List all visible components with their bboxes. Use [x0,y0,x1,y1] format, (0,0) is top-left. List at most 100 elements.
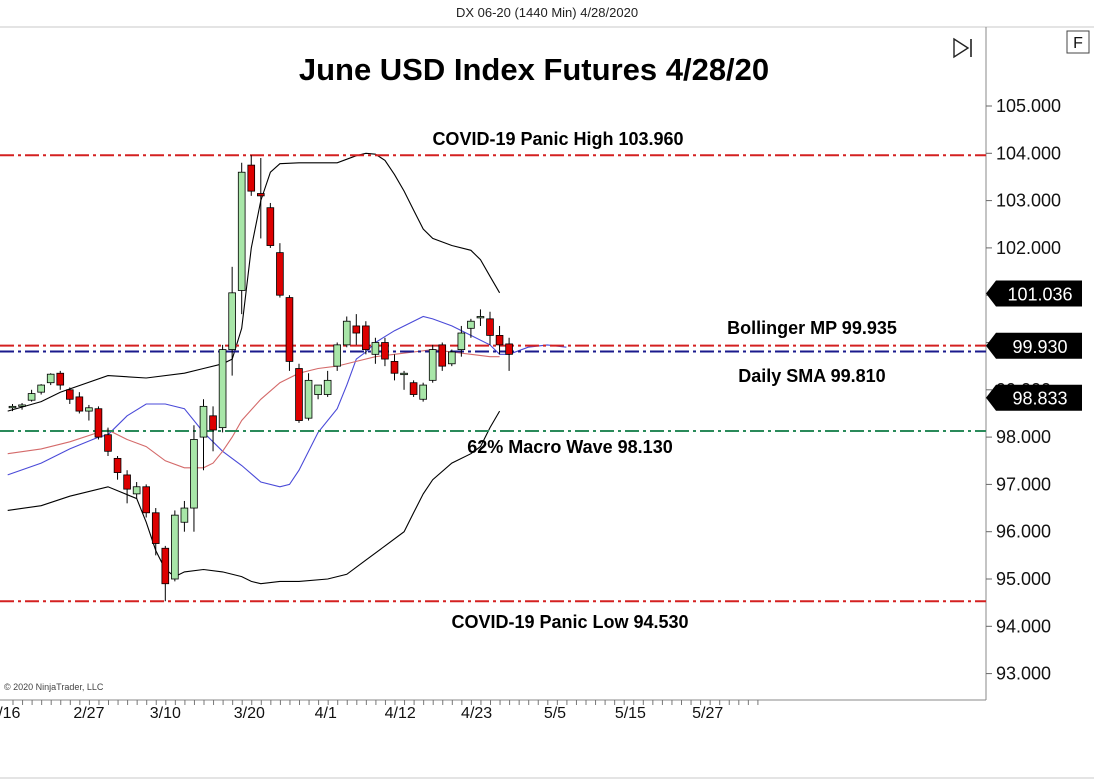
date-tick-label: 5/15 [615,705,646,722]
copyright-text: © 2020 NinjaTrader, LLC [4,682,104,692]
candle-body [400,372,408,376]
macro-wave-label: 62% Macro Wave 98.130 [467,437,672,457]
price-tick-label: 103.000 [996,191,1061,211]
candle-body [486,318,494,336]
scroll-to-end-icon[interactable] [953,37,972,59]
candle-body [323,379,332,395]
candle-body [333,344,341,367]
candle-body [247,164,256,192]
candle-body [171,514,179,580]
price-tick-label: 98.000 [996,427,1051,447]
candle-body [276,252,284,296]
date-tick-label: 4/12 [385,705,416,722]
price-flag-label: 98.833 [1012,389,1067,409]
candle-body [190,439,198,509]
candle-body [419,384,427,400]
panic-low-label: COVID-19 Panic Low 94.530 [451,612,688,632]
candle-body [467,320,475,329]
panel-button-label: F [1073,35,1083,52]
candle-body [104,434,112,452]
candle-body [362,325,370,350]
candle-body [56,372,65,386]
candle-body [209,415,217,431]
candle-body [256,193,265,197]
candle-body [228,292,236,350]
candle-body [66,389,74,400]
candle-body [381,342,389,360]
price-tick-label: 97.000 [996,474,1051,494]
candle-body [295,368,303,421]
candle-body [314,384,322,395]
bollinger-lower-line [7,410,501,585]
candle-body [151,512,160,544]
candle-body [390,361,399,374]
candle-body [438,344,447,367]
price-flag-box [986,384,1082,411]
candle-body [285,297,294,362]
candle-body [94,408,103,438]
candle-body [113,457,122,473]
candle-body [199,405,208,438]
price-tick-label: 104.000 [996,143,1061,163]
bollinger-mid-line [7,315,567,488]
date-tick-label: 3/10 [150,705,181,722]
candle-body [218,349,227,429]
candle-body [161,547,170,585]
price-flags-layer: 101.036 99.930 98.833 [986,280,1082,411]
candle-body [37,384,45,393]
price-tick-label: 96.000 [996,522,1051,542]
candle-body [46,373,55,384]
candle-body [8,405,17,409]
bollinger-mp-label: Bollinger MP 99.935 [727,318,897,338]
chart-header: DX 06-20 (1440 Min) 4/28/2020 [455,5,639,20]
date-tick-label: 2/27 [73,705,104,722]
candle-body [142,486,151,514]
candle-body [505,343,513,355]
level-lines-layer [0,154,986,603]
price-tick-label: 93.000 [996,664,1051,684]
price-tick-label: 105.000 [996,96,1061,116]
candle-body [180,507,189,523]
date-tick-label: 3/20 [234,705,265,722]
date-tick-label: 2/16 [0,705,21,722]
bollinger-upper-line [7,152,501,412]
candle-body [85,407,93,412]
candle-body [495,335,504,346]
candle-body [266,207,275,246]
daily-sma-label: Daily SMA 99.810 [738,366,885,386]
date-tick-label: 5/27 [692,705,723,722]
candle-body [132,486,141,495]
sma-line [7,349,500,469]
price-flag-label: 99.930 [1012,337,1067,357]
date-tick-layer: 2/16 2/27 3/10 3/20 4/1 4/12 4/23 5/5 5/15 5/27 [0,700,759,722]
candle-body [447,351,456,365]
price-flag-box [986,280,1082,307]
candle-body [237,171,246,291]
candle-body [352,325,361,334]
candle-body [457,332,466,350]
date-tick-label: 4/1 [315,705,337,722]
candle-body [27,393,36,401]
candle-body [123,474,131,490]
candle-body [409,382,418,395]
candle-body [476,316,485,319]
date-tick-label: 5/5 [544,705,566,722]
candles-layer [8,155,513,602]
price-tick-label: 102.000 [996,238,1061,258]
candle-body [428,349,437,381]
date-tick-label: 4/23 [461,705,492,722]
candle-body [18,404,26,407]
chart-title: June USD Index Futures 4/28/20 [299,52,769,87]
candle-body [304,379,313,419]
price-tick-label: 94.000 [996,616,1051,636]
price-flag-box [986,332,1082,359]
price-flag-label: 101.036 [1007,284,1072,304]
candle-body [342,320,351,346]
panel-toggle-button[interactable]: F [1066,30,1090,54]
candle-body [75,396,84,412]
price-tick-label: 95.000 [996,569,1051,589]
panic-high-label: COVID-19 Panic High 103.960 [432,129,683,149]
indicator-layer [7,152,567,585]
candle-body [371,342,380,355]
